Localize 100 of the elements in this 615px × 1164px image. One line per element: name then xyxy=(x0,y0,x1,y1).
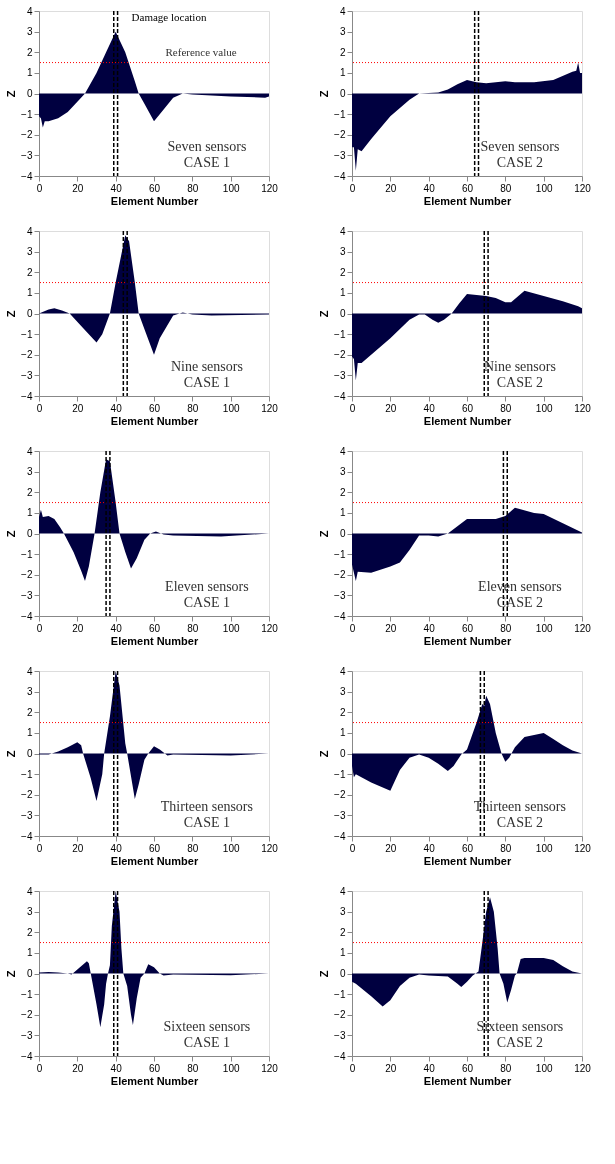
y-tick-label: 0 xyxy=(339,528,346,539)
x-tick-label: 100 xyxy=(535,182,553,194)
ref-line-label: Reference value xyxy=(165,45,237,58)
x-axis-title: Element Number xyxy=(110,194,199,207)
x-axis-title: Element Number xyxy=(423,414,512,427)
y-tick-label: 1 xyxy=(339,287,346,299)
y-tick-label: 1 xyxy=(339,507,346,519)
y-tick-label: −4 xyxy=(334,170,346,182)
annotation: Seven sensors CASE 2 xyxy=(480,139,560,170)
y-tick-label: 3 xyxy=(26,26,33,38)
annotation: Damage location xyxy=(131,10,207,23)
y-tick-label: 4 xyxy=(26,445,33,457)
y-axis-title: Z xyxy=(318,750,331,758)
y-axis-title: Z xyxy=(5,750,18,758)
x-tick-label: 80 xyxy=(187,182,199,194)
annotation: Eleven sensors CASE 2 xyxy=(478,579,562,610)
y-tick-label: 2 xyxy=(26,46,33,58)
x-tick-label: 60 xyxy=(148,842,161,854)
x-tick-label: 120 xyxy=(261,182,279,194)
x-tick-label: 40 xyxy=(423,402,436,414)
y-tick-label: 0 xyxy=(339,968,346,979)
y-tick-label: −2 xyxy=(21,789,33,801)
x-tick-label: 80 xyxy=(500,1062,512,1074)
y-tick-label: −2 xyxy=(21,349,33,361)
y-tick-label: 1 xyxy=(339,727,346,739)
y-tick-label: 2 xyxy=(339,266,346,278)
x-axis-title: Element Number xyxy=(423,1074,512,1087)
y-tick-label: −3 xyxy=(334,1029,346,1041)
y-axis-title: Z xyxy=(5,90,18,98)
y-tick-label: −1 xyxy=(334,768,346,780)
y-tick-label: −4 xyxy=(334,610,346,622)
x-tick-label: 80 xyxy=(187,402,199,414)
y-tick-label: −4 xyxy=(21,1050,33,1062)
y-tick-label: −4 xyxy=(334,390,346,402)
x-tick-label: 20 xyxy=(385,402,397,414)
y-tick-label: 2 xyxy=(26,266,33,278)
y-tick-label: −3 xyxy=(334,149,346,161)
x-tick-label: 100 xyxy=(535,402,553,414)
y-tick-label: 0 xyxy=(26,748,33,759)
y-tick-label: −3 xyxy=(334,809,346,821)
y-tick-label: 2 xyxy=(339,486,346,498)
y-tick-label: 3 xyxy=(26,906,33,918)
x-tick-label: 80 xyxy=(187,1062,199,1074)
y-tick-label: −4 xyxy=(21,170,33,182)
y-tick-label: 1 xyxy=(26,727,33,739)
x-tick-label: 60 xyxy=(148,182,161,194)
y-tick-label: 4 xyxy=(26,5,33,17)
y-tick-label: 0 xyxy=(26,88,33,99)
y-tick-label: 4 xyxy=(339,225,346,237)
x-tick-label: 60 xyxy=(148,622,161,634)
x-tick-label: 20 xyxy=(385,1062,397,1074)
y-tick-label: 1 xyxy=(339,947,346,959)
x-tick-label: 120 xyxy=(574,842,592,854)
x-axis-title: Element Number xyxy=(110,414,199,427)
x-tick-label: 60 xyxy=(461,1062,474,1074)
y-tick-label: 3 xyxy=(339,26,346,38)
y-tick-label: 0 xyxy=(339,88,346,99)
y-axis-title: Z xyxy=(5,970,18,978)
y-tick-label: 3 xyxy=(339,466,346,478)
y-tick-label: −4 xyxy=(21,390,33,402)
y-tick-label: 1 xyxy=(26,287,33,299)
y-tick-label: 4 xyxy=(26,225,33,237)
x-tick-label: 120 xyxy=(574,1062,592,1074)
y-tick-label: −4 xyxy=(21,830,33,842)
x-axis-title: Element Number xyxy=(110,634,199,647)
x-tick-label: 40 xyxy=(423,1062,436,1074)
x-tick-label: 60 xyxy=(461,842,474,854)
y-axis-title: Z xyxy=(318,310,331,318)
x-tick-label: 80 xyxy=(500,182,512,194)
y-axis-title: Z xyxy=(318,970,331,978)
x-tick-label: 100 xyxy=(222,182,240,194)
y-tick-label: 0 xyxy=(339,748,346,759)
y-tick-label: 0 xyxy=(339,308,346,319)
y-tick-label: −1 xyxy=(21,768,33,780)
annotation: Seven sensors CASE 1 xyxy=(167,139,247,170)
y-tick-label: −4 xyxy=(334,1050,346,1062)
annotation: Nine sensors CASE 1 xyxy=(170,359,243,390)
x-tick-label: 80 xyxy=(187,842,199,854)
annotation: Eleven sensors CASE 1 xyxy=(165,579,249,610)
y-tick-label: 0 xyxy=(26,528,33,539)
x-tick-label: 120 xyxy=(574,622,592,634)
x-tick-label: 100 xyxy=(535,842,553,854)
x-tick-label: 40 xyxy=(423,622,436,634)
y-tick-label: 0 xyxy=(26,968,33,979)
y-tick-label: 3 xyxy=(26,466,33,478)
y-tick-label: 4 xyxy=(26,885,33,897)
y-tick-label: 3 xyxy=(339,686,346,698)
y-tick-label: 3 xyxy=(339,906,346,918)
x-tick-label: 0 xyxy=(349,182,356,194)
x-tick-label: 0 xyxy=(349,622,356,634)
x-tick-label: 40 xyxy=(423,842,436,854)
y-tick-label: −2 xyxy=(21,569,33,581)
y-tick-label: 4 xyxy=(26,665,33,677)
y-tick-label: 2 xyxy=(339,706,346,718)
y-tick-label: −1 xyxy=(334,328,346,340)
y-tick-label: −3 xyxy=(334,589,346,601)
y-tick-label: −1 xyxy=(334,548,346,560)
y-tick-label: 2 xyxy=(26,706,33,718)
y-tick-label: 4 xyxy=(339,445,346,457)
y-tick-label: 1 xyxy=(26,67,33,79)
